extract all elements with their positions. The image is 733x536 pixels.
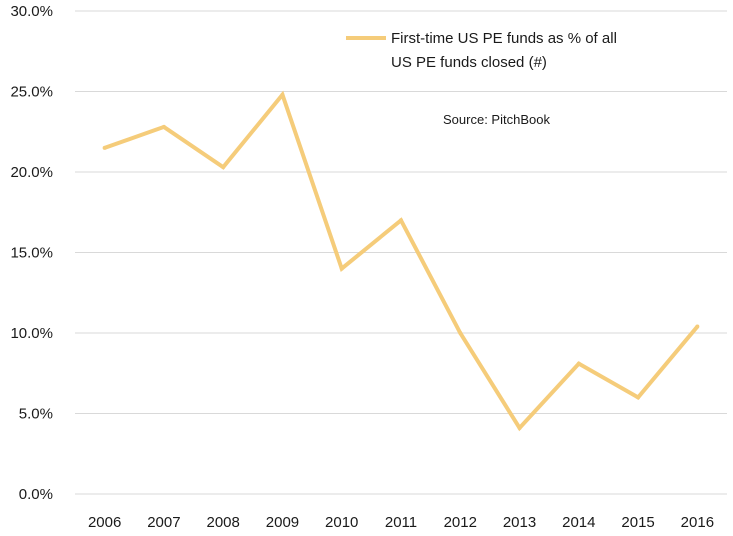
y-tick-label: 0.0%: [19, 486, 53, 503]
y-tick-label: 15.0%: [10, 245, 53, 262]
data-point: [280, 92, 285, 97]
y-tick-label: 20.0%: [10, 164, 53, 181]
source-note: Source: PitchBook: [443, 112, 550, 127]
x-tick-label: 2007: [147, 514, 180, 531]
legend-label-line-2: US PE funds closed (#): [391, 54, 547, 71]
y-tick-label: 5.0%: [19, 406, 53, 423]
series-line: [103, 90, 699, 432]
data-point: [458, 331, 463, 335]
gridlines: [75, 10, 727, 495]
data-point: [339, 266, 344, 271]
x-axis-ticks: 2006 2007 2008 2009 2010 2011 2012 2013 2014 2015…: [88, 514, 714, 531]
x-tick-label: 2008: [206, 514, 239, 531]
data-point: [161, 124, 166, 129]
data-point: [399, 218, 403, 223]
x-tick-label: 2013: [503, 514, 536, 531]
data-point: [221, 165, 226, 170]
x-tick-label: 2015: [621, 514, 654, 531]
x-tick-label: 2009: [266, 514, 299, 531]
x-tick-label: 2016: [681, 514, 714, 531]
x-tick-label: 2006: [88, 514, 121, 531]
y-tick-label: 25.0%: [10, 84, 53, 101]
y-tick-label: 30.0%: [10, 3, 53, 20]
legend: First-time US PE funds as % of all US PE…: [346, 30, 617, 71]
y-axis-ticks: 0.0% 5.0% 10.0% 15.0% 20.0% 25.0% 30.0%: [10, 3, 53, 503]
y-tick-label: 10.0%: [10, 325, 53, 342]
legend-label-line-1: First-time US PE funds as % of all: [391, 30, 617, 47]
x-tick-label: 2010: [325, 514, 358, 531]
data-point: [576, 361, 581, 366]
data-point: [636, 395, 641, 400]
x-tick-label: 2012: [444, 514, 477, 531]
data-point: [695, 324, 700, 329]
data-point: [102, 145, 107, 150]
x-tick-label: 2011: [385, 514, 417, 531]
x-tick-label: 2014: [562, 514, 595, 531]
series-layer: [102, 90, 700, 432]
data-point: [517, 425, 522, 430]
